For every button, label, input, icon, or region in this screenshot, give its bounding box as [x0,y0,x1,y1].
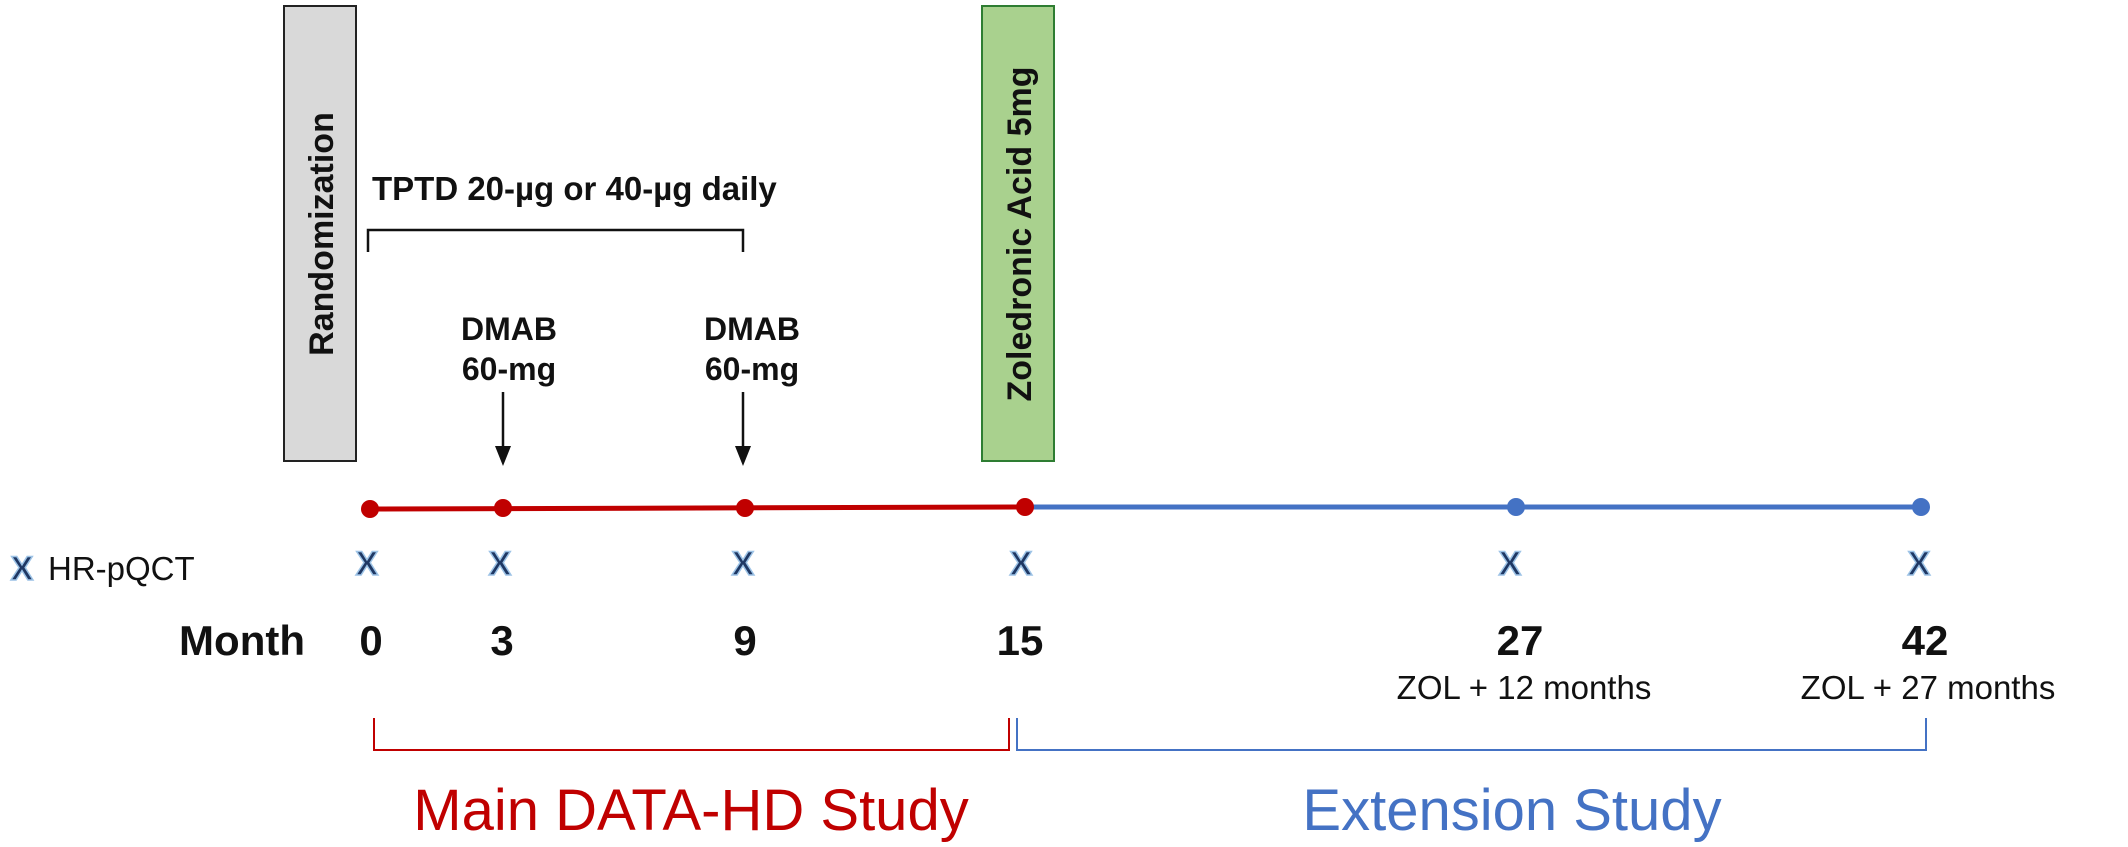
hrpqct-marker-month-27: X [1499,545,1522,583]
timeline-node-month-15 [1016,498,1034,516]
hrpqct-marker-month-9: X [732,545,755,583]
timeline-node-month-0 [361,500,379,518]
hrpqct-marker-month-42: X [1908,545,1931,583]
dmab-2-line2: 60-mg [705,351,799,387]
month-15-label: 15 [997,617,1044,664]
tptd-label: TPTD 20-µg or 40-µg daily [372,170,777,207]
randomization-box [283,5,357,462]
timeline-node-month-42 [1912,498,1930,516]
month-0-label: 0 [359,617,382,664]
legend-x-marker: X [11,550,34,588]
month-27-note: ZOL + 12 months [1397,669,1652,706]
dmab-1-line1: DMAB [461,311,557,347]
month-3-label: 3 [490,617,513,664]
zoledronic-acid-box [981,5,1055,462]
dmab-2-line1: DMAB [704,311,800,347]
month-row-label: Month [179,617,305,664]
dmab-1-line2: 60-mg [462,351,556,387]
month-9-label: 9 [733,617,756,664]
tptd-bracket [366,228,745,252]
month-27-label: 27 [1497,617,1544,664]
dmab-2-arrowhead [735,446,751,466]
randomization-label: Randomization [303,112,341,356]
timeline-node-month-3 [494,499,512,517]
extension-study-label: Extension Study [1302,778,1721,843]
zoledronic-acid-label: Zoledronic Acid 5mg [1001,66,1039,401]
extension-study-bracket [1016,718,1927,751]
month-42-note: ZOL + 27 months [1801,669,2056,706]
main-study-bracket [373,718,1010,751]
hrpqct-marker-month-0: X [356,545,379,583]
main-study-timeline [369,504,1026,512]
hrpqct-marker-month-3: X [489,545,512,583]
main-study-label: Main DATA-HD Study [413,778,968,843]
legend-hrpqct-label: HR-pQCT [48,550,195,587]
hrpqct-marker-month-15: X [1010,545,1033,583]
timeline-node-month-9 [736,499,754,517]
month-42-label: 42 [1902,617,1949,664]
timeline-node-month-27 [1507,498,1525,516]
dmab-1-arrowhead [495,446,511,466]
